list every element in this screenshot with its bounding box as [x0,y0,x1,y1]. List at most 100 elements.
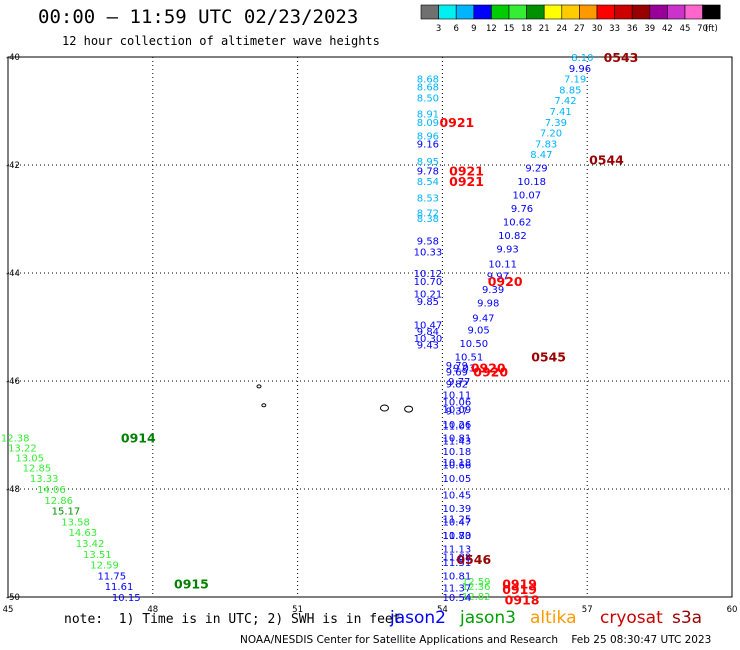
swh-value-label: 15.17 [52,507,81,518]
legend-s3a: s3a [672,608,703,628]
x-tick-label: 48 [147,605,158,615]
swh-value-label: 13.58 [61,517,90,528]
scale-swatch [438,4,457,20]
pass-time-label: 0921 [449,163,484,178]
swh-value-label: 10.81 [443,434,472,445]
swh-value-label: 10.62 [503,218,532,229]
legend-altika: altika [530,608,577,628]
scale-label: (ft) [705,24,718,34]
pass-time-label: 0543 [604,50,639,65]
scale-swatch [596,4,615,20]
swh-value-label: 9.77 [448,377,470,388]
y-tick-label: -50 [6,593,20,603]
scale-label: 70 [697,24,708,34]
swh-value-label: 7.42 [554,96,576,107]
swh-value-label: 13.05 [15,454,44,465]
pass-time-label: 0921 [439,115,474,130]
pass-time-label: 0546 [456,552,491,567]
x-tick-label: 57 [582,605,593,615]
swh-value-label: 11.61 [105,582,134,593]
swh-value-label: 9.96 [569,64,591,75]
scale-swatch [579,4,598,20]
swh-value-label: 11.88 [443,553,472,564]
swh-value-label: 9.43 [417,340,439,351]
swh-value-label: 8.68 [417,83,439,94]
swh-value-label: 10.54 [443,593,472,604]
swh-value-label: 10.26 [443,420,472,431]
scale-swatch [631,4,651,20]
x-tick-label: 54 [437,605,448,615]
swh-value-label: 13.22 [8,443,37,454]
pass-time-label: 0920 [471,361,506,376]
swh-value-label: 12.59 [462,577,491,588]
swh-value-label: 9.39 [482,285,504,296]
swh-value-label: 7.83 [535,139,557,150]
y-tick-label: -46 [6,377,20,387]
chart-subtitle: 12 hour collection of altimeter wave hei… [62,34,380,48]
swh-value-label: 11.37 [443,583,472,594]
swh-value-label: 8.95 [417,157,439,168]
scale-swatch [543,4,563,20]
scale-label: 3 [436,24,441,34]
scale-label: 30 [592,24,603,34]
swh-value-label: 10.15 [112,593,141,604]
swh-value-label: 9.37 [446,407,468,418]
pass-time-label: 0919 [502,577,537,592]
swh-value-label: 10.70 [414,277,443,288]
swh-value-label: 9.16 [417,139,439,150]
swh-value-label: 9.82 [446,380,468,391]
island-outline [404,405,414,413]
swh-value-label: 8.72 [417,209,439,220]
swh-value-label: 7.41 [550,107,572,118]
scale-swatch [561,4,580,20]
swh-value-label: 9.29 [525,164,547,175]
swh-value-label: 10.45 [443,490,472,501]
swh-value-label: 9.05 [467,326,489,337]
y-tick-label: -44 [6,269,20,279]
swh-value-label: 9.69 [446,367,468,378]
swh-value-label: 14.63 [68,528,97,539]
swh-value-label: 8.47 [530,150,552,161]
footer-credits: NOAA/NESDIS Center for Satellite Applica… [240,634,712,646]
swh-value-label: 11.25 [443,515,472,526]
swh-value-label: 11.80 [443,531,472,542]
swh-value-label: 9.84 [417,327,439,338]
x-tick-label: 45 [3,605,14,615]
swh-value-label: 9.47 [472,313,494,324]
swh-value-label: 10.47 [414,320,443,331]
swh-value-label: 8.85 [559,85,581,96]
chart-title: 00:00 – 11:59 UTC 02/23/2023 [38,6,359,28]
swh-value-label: 10.18 [443,458,472,469]
swh-value-label: 13.33 [30,474,59,485]
swh-value-label: 10.73 [443,531,472,542]
swh-value-label: 8.91 [417,110,439,121]
swh-value-label: 7.39 [545,118,567,129]
pass-time-label: 0914 [121,431,156,446]
swh-value-label: 11.51 [443,558,472,569]
swh-value-label: 10.81 [443,571,472,582]
swh-value-label: 10.39 [443,504,472,515]
legend-cryosat: cryosat [600,608,663,628]
swh-value-label: 11.75 [97,571,126,582]
swh-value-label: 10.11 [443,391,472,402]
swh-value-label: 9.58 [417,237,439,248]
swh-value-label: 9.93 [496,245,518,256]
pass-time-label: 0921 [449,174,484,189]
swh-value-label: 10.51 [455,353,484,364]
swh-value-label: 9.78 [417,166,439,177]
scale-label: 42 [662,24,673,34]
footer-note: note: 1) Time is in UTC; 2) SWH is in fe… [64,612,401,627]
scale-label: 27 [574,24,585,34]
swh-value-label: 8.96 [417,131,439,142]
y-tick-label: -42 [6,161,20,171]
scale-swatch [420,4,439,20]
swh-value-label: 13.42 [76,539,105,550]
swh-value-label: 12.38 [1,434,30,445]
scale-swatch [455,4,475,20]
island-outline [261,403,267,408]
x-tick-label: 60 [727,605,738,615]
swh-value-label: 10.18 [517,177,546,188]
scale-label: 6 [453,24,458,34]
island-outline [256,384,262,389]
